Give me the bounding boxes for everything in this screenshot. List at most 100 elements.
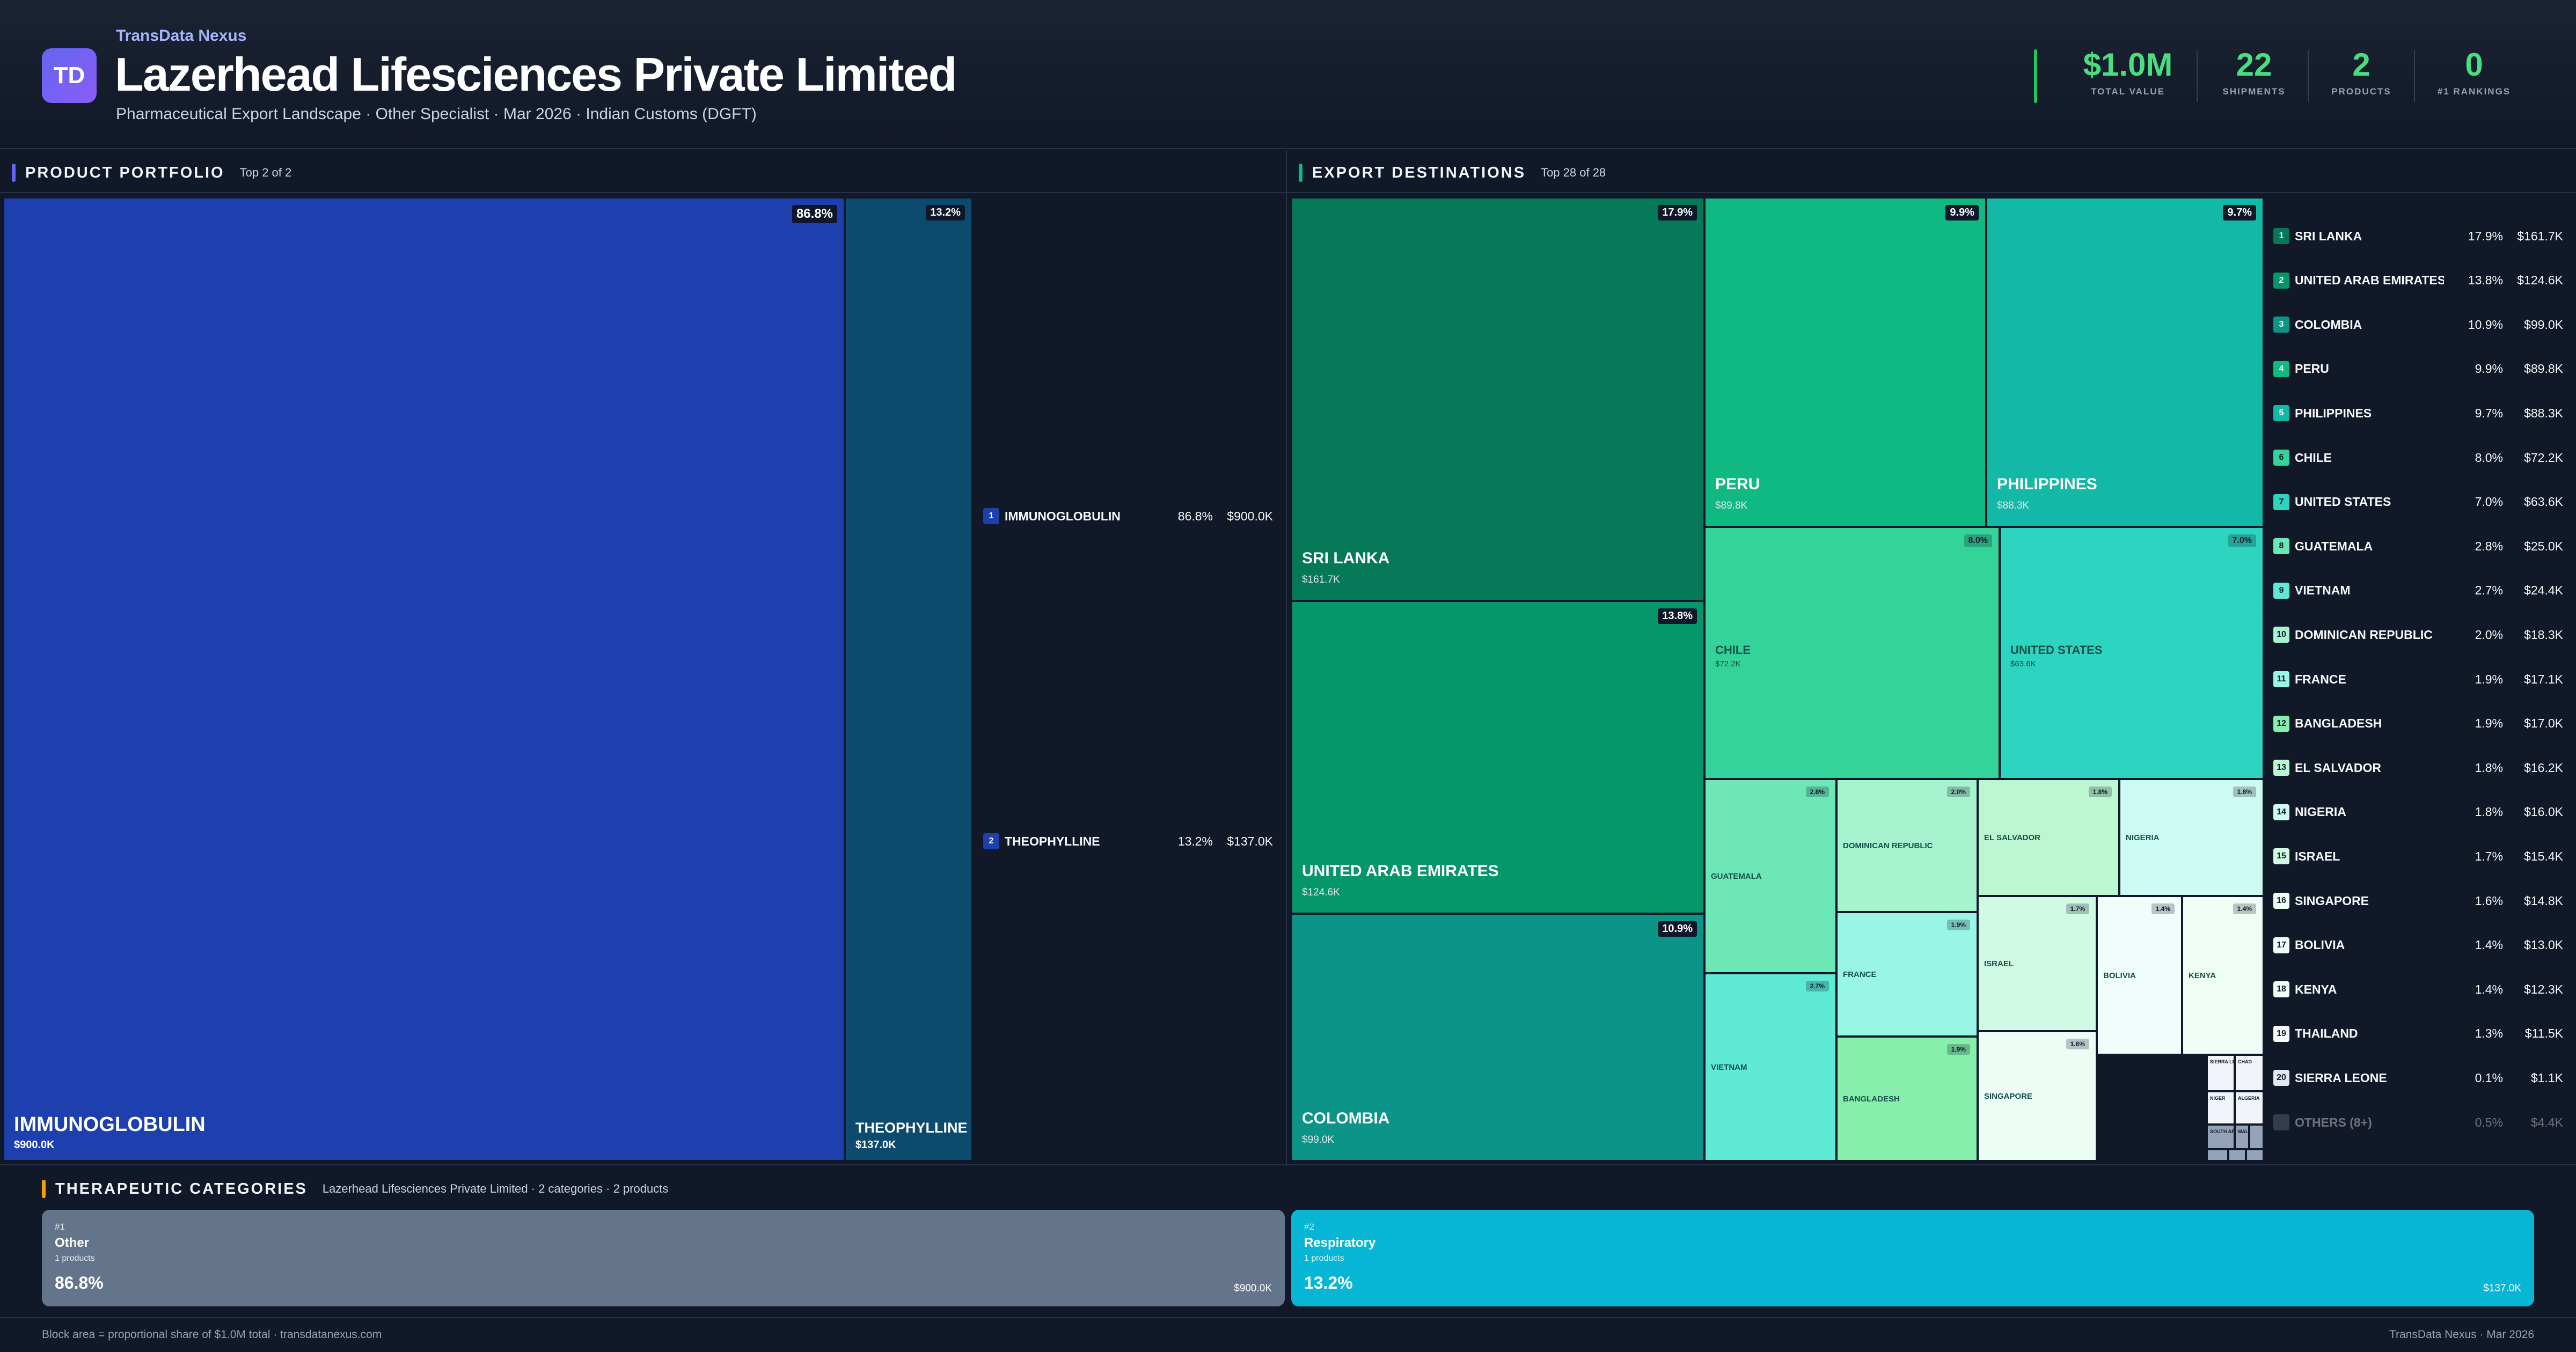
legend-item-colombia[interactable]: 3 COLOMBIA 10.9% $99.0K xyxy=(2273,314,2563,335)
legend-value: $13.0K xyxy=(2524,938,2563,952)
legend-item-philippines[interactable]: 5 PHILIPPINES 9.7% $88.3K xyxy=(2273,402,2563,424)
legend-item-immunoglobulin[interactable]: 1 IMMUNOGLOBULIN 86.8% $900.0K xyxy=(983,505,1273,527)
treemap-tile-israel[interactable]: 1.7% ISRAEL xyxy=(1978,896,2097,1031)
legend-value: $14.8K xyxy=(2524,893,2563,908)
legend-item-israel[interactable]: 15 ISRAEL 1.7% $15.4K xyxy=(2273,846,2563,867)
treemap-tile-sri-lanka[interactable]: 17.9% SRI LANKA $161.7K xyxy=(1291,197,1704,601)
tile-label: BOLIVIA xyxy=(2103,971,2136,980)
stat-divider xyxy=(2197,50,2198,102)
stat-label: #1 RANKINGS xyxy=(2437,86,2511,97)
treemap-tile-vietnam[interactable]: 2.7% VIETNAM xyxy=(1704,973,1836,1161)
share-badge: 1.4% xyxy=(2233,903,2256,914)
categories-header: THERAPEUTIC CATEGORIES Lazerhead Lifesci… xyxy=(42,1178,668,1200)
tile-label: CHILE xyxy=(1715,643,1751,657)
treemap-tile-other-destination[interactable]: ALGERIA xyxy=(2235,1091,2264,1125)
treemap-tile-colombia[interactable]: 10.9% COLOMBIA $99.0K xyxy=(1291,914,1704,1161)
rank-badge: 14 xyxy=(2273,804,2289,820)
tile-value: $124.6K xyxy=(1302,887,1340,898)
tile-value: $99.0K xyxy=(1302,1134,1335,1145)
legend-item-el-salvador[interactable]: 13 EL SALVADOR 1.8% $16.2K xyxy=(2273,757,2563,778)
share-badge: 13.2% xyxy=(926,205,965,221)
treemap-tile-other-destination[interactable] xyxy=(2228,1149,2246,1161)
legend-value: $88.3K xyxy=(2524,406,2563,420)
treemap-tile-other-destination[interactable]: MALI xyxy=(2235,1125,2249,1149)
rank-badge: 1 xyxy=(2273,228,2289,244)
treemap-tile-united-arab-emirates[interactable]: 13.8% UNITED ARAB EMIRATES $124.6K xyxy=(1291,601,1704,914)
legend-item-dominican-republic[interactable]: 10 DOMINICAN REPUBLIC 2.0% $18.3K xyxy=(2273,624,2563,645)
treemap-tile-bolivia[interactable]: 1.4% BOLIVIA xyxy=(2097,896,2182,1055)
tile-label: PHILIPPINES xyxy=(1997,475,2097,493)
treemap-tile-united-states[interactable]: 7.0% UNITED STATES $63.6K xyxy=(2000,527,2264,779)
tile-label: COLOMBIA xyxy=(1302,1109,1390,1127)
treemap-tile-philippines[interactable]: 9.7% PHILIPPINES $88.3K xyxy=(1986,197,2264,527)
legend-item-sri-lanka[interactable]: 1 SRI LANKA 17.9% $161.7K xyxy=(2273,225,2563,247)
legend-share: 13.8% xyxy=(2468,273,2503,288)
legend-value: $89.8K xyxy=(2524,362,2563,376)
treemap-tile-guatemala[interactable]: 2.8% GUATEMALA xyxy=(1704,779,1836,973)
treemap-tile-singapore[interactable]: 1.6% SINGAPORE xyxy=(1978,1031,2097,1161)
treemap-tile-kenya[interactable]: 1.4% KENYA xyxy=(2182,896,2264,1055)
legend-name: OTHERS (8+) xyxy=(2295,1115,2372,1129)
treemap-tile-other-destination[interactable]: SOUTH AF... xyxy=(2207,1125,2235,1149)
tile-label: KENYA xyxy=(2189,971,2216,980)
tile-value: $900.0K xyxy=(14,1139,55,1151)
category-card-respiratory[interactable]: #2 Respiratory 1 products 13.2% $137.0K xyxy=(1291,1210,2534,1306)
tile-label: FRANCE xyxy=(1843,970,1877,979)
treemap-tile-other-destination[interactable]: CHAD xyxy=(2235,1055,2264,1091)
section-subtitle: Top 28 of 28 xyxy=(1541,166,1606,179)
rank-badge: 15 xyxy=(2273,848,2289,865)
legend-item-vietnam[interactable]: 9 VIETNAM 2.7% $24.4K xyxy=(2273,580,2563,601)
treemap-tile-other-destination[interactable]: NIGER xyxy=(2207,1091,2235,1125)
category-products: 1 products xyxy=(55,1254,95,1263)
treemap-tile-dominican-republic[interactable]: 2.0% DOMINICAN REPUBLIC xyxy=(1836,779,1978,912)
legend-item-chile[interactable]: 6 CHILE 8.0% $72.2K xyxy=(2273,447,2563,468)
legend-item-united-arab-emirates[interactable]: 2 UNITED ARAB EMIRATES 13.8% $124.6K xyxy=(2273,270,2563,291)
legend-name: PERU xyxy=(2295,362,2329,376)
treemap-tile-other-destination[interactable] xyxy=(2249,1125,2264,1149)
treemap-tile-chile[interactable]: 8.0% CHILE $72.2K xyxy=(1704,527,2000,779)
legend-share: 1.7% xyxy=(2475,849,2503,863)
treemap-tile-peru[interactable]: 9.9% PERU $89.8K xyxy=(1704,197,1986,527)
legend-share: 1.6% xyxy=(2475,893,2503,908)
stat-total-value: $1.0M TOTAL VALUE xyxy=(2061,46,2195,111)
legend-item-bangladesh[interactable]: 12 BANGLADESH 1.9% $17.0K xyxy=(2273,713,2563,734)
rank-badge: 18 xyxy=(2273,981,2289,998)
treemap-tile-bangladesh[interactable]: 1.9% BANGLADESH xyxy=(1836,1037,1978,1161)
legend-item-france[interactable]: 11 FRANCE 1.9% $17.1K xyxy=(2273,668,2563,690)
tile-value: $137.0K xyxy=(855,1139,896,1151)
legend-item-united-states[interactable]: 7 UNITED STATES 7.0% $63.6K xyxy=(2273,491,2563,513)
treemap-tile-immunoglobulin[interactable]: 86.8% IMMUNOGLOBULIN $900.0K xyxy=(3,197,845,1161)
rank-badge: 4 xyxy=(2273,361,2289,377)
treemap-tile-el-salvador[interactable]: 1.8% EL SALVADOR xyxy=(1978,779,2119,896)
treemap-tile-france[interactable]: 1.9% FRANCE xyxy=(1836,912,1978,1037)
share-badge: 10.9% xyxy=(1658,921,1697,937)
legend-item-theophylline[interactable]: 2 THEOPHYLLINE 13.2% $137.0K xyxy=(983,831,1273,852)
legend-item-peru[interactable]: 4 PERU 9.9% $89.8K xyxy=(2273,358,2563,380)
share-badge: 9.9% xyxy=(1945,205,1979,221)
section-title: PRODUCT PORTFOLIO xyxy=(25,164,225,181)
treemap-tile-other-destination[interactable] xyxy=(2246,1149,2264,1161)
legend-item-singapore[interactable]: 16 SINGAPORE 1.6% $14.8K xyxy=(2273,890,2563,912)
treemap-tile-nigeria[interactable]: 1.8% NIGERIA xyxy=(2119,779,2264,896)
treemap-tile-other-destination[interactable] xyxy=(2207,1149,2228,1161)
legend-share: 7.0% xyxy=(2475,495,2503,509)
legend-share: 0.1% xyxy=(2475,1070,2503,1085)
legend-item-guatemala[interactable]: 8 GUATEMALA 2.8% $25.0K xyxy=(2273,535,2563,557)
section-title: THERAPEUTIC CATEGORIES xyxy=(55,1180,308,1197)
rank-badge: 3 xyxy=(2273,317,2289,333)
footer-credit: TransData Nexus · Mar 2026 xyxy=(2389,1328,2534,1341)
treemap-tile-theophylline[interactable]: 13.2% THEOPHYLLINE $137.0K xyxy=(845,197,972,1161)
legend-name: BANGLADESH xyxy=(2295,716,2382,731)
legend-item-kenya[interactable]: 18 KENYA 1.4% $12.3K xyxy=(2273,979,2563,1000)
legend-item-bolivia[interactable]: 17 BOLIVIA 1.4% $13.0K xyxy=(2273,935,2563,956)
legend-item-others[interactable]: OTHERS (8+) 0.5% $4.4K xyxy=(2273,1112,2563,1133)
category-card-other[interactable]: #1 Other 1 products 86.8% $900.0K xyxy=(42,1210,1285,1306)
tile-label: SIERRA LE... xyxy=(2210,1059,2234,1064)
treemap-tile-other-destination[interactable]: SIERRA LE... xyxy=(2207,1055,2235,1091)
legend-value: $11.5K xyxy=(2524,1026,2563,1041)
share-badge: 1.6% xyxy=(2066,1039,2089,1049)
legend-item-sierra-leone[interactable]: 20 SIERRA LEONE 0.1% $1.1K xyxy=(2273,1067,2563,1089)
legend-share: 1.8% xyxy=(2475,805,2503,819)
legend-item-thailand[interactable]: 19 THAILAND 1.3% $11.5K xyxy=(2273,1023,2563,1045)
legend-item-nigeria[interactable]: 14 NIGERIA 1.8% $16.0K xyxy=(2273,802,2563,823)
